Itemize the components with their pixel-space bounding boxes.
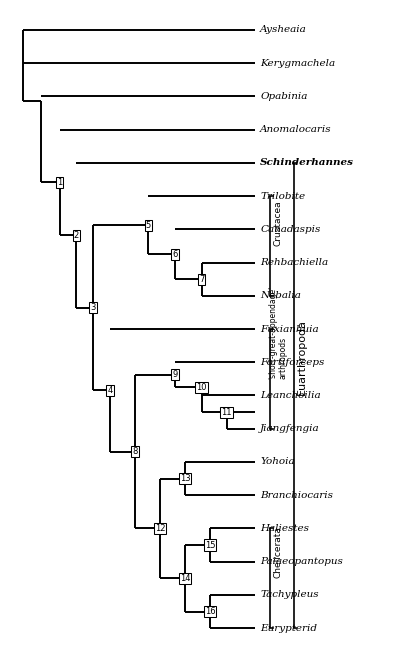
Text: Kerygmachela: Kerygmachela [260,59,335,68]
Text: 3: 3 [90,303,96,312]
Text: 9: 9 [172,370,178,379]
Text: Euarthropoda: Euarthropoda [297,320,307,395]
Text: 8: 8 [132,447,138,456]
Text: Crustacea: Crustacea [273,200,282,246]
Text: Chelicerata: Chelicerata [273,526,282,578]
Text: 2: 2 [74,231,79,240]
Text: 13: 13 [180,474,190,483]
Text: Branchiocaris: Branchiocaris [260,491,333,499]
Text: Fuxianhuia: Fuxianhuia [260,324,319,334]
Text: Trilobite: Trilobite [260,191,305,201]
Text: Opabinia: Opabinia [260,92,308,101]
Text: 7: 7 [199,274,204,284]
Text: 1: 1 [57,178,62,187]
Text: 15: 15 [205,541,215,549]
Text: 5: 5 [146,220,151,230]
Text: Aysheaia: Aysheaia [260,26,307,34]
Text: Rehbachiella: Rehbachiella [260,258,328,267]
Text: Tachypleus: Tachypleus [260,590,319,599]
Text: 4: 4 [107,386,112,395]
Text: Fortiforceps: Fortiforceps [260,358,324,367]
Text: Yohoia: Yohoia [260,457,295,467]
Text: 16: 16 [205,607,215,616]
Text: Eurypterid: Eurypterid [260,624,317,632]
Text: 10: 10 [196,383,207,392]
Text: 6: 6 [172,250,178,259]
Text: 'short-great-appendage'
arthropods: 'short-great-appendage' arthropods [268,286,287,379]
Text: Leanchoilia: Leanchoilia [260,391,321,400]
Text: 11: 11 [222,407,232,417]
Text: Anomalocaris: Anomalocaris [260,125,332,134]
Text: Canadaspis: Canadaspis [260,225,320,234]
Text: Haliestes: Haliestes [260,524,309,533]
Text: Schinderhannes: Schinderhannes [260,159,354,167]
Text: 14: 14 [180,574,190,583]
Text: Nebalia: Nebalia [260,291,301,300]
Text: Jiangfengia: Jiangfengia [260,424,320,433]
Text: Palaeopantopus: Palaeopantopus [260,557,343,566]
Text: 12: 12 [155,524,165,533]
